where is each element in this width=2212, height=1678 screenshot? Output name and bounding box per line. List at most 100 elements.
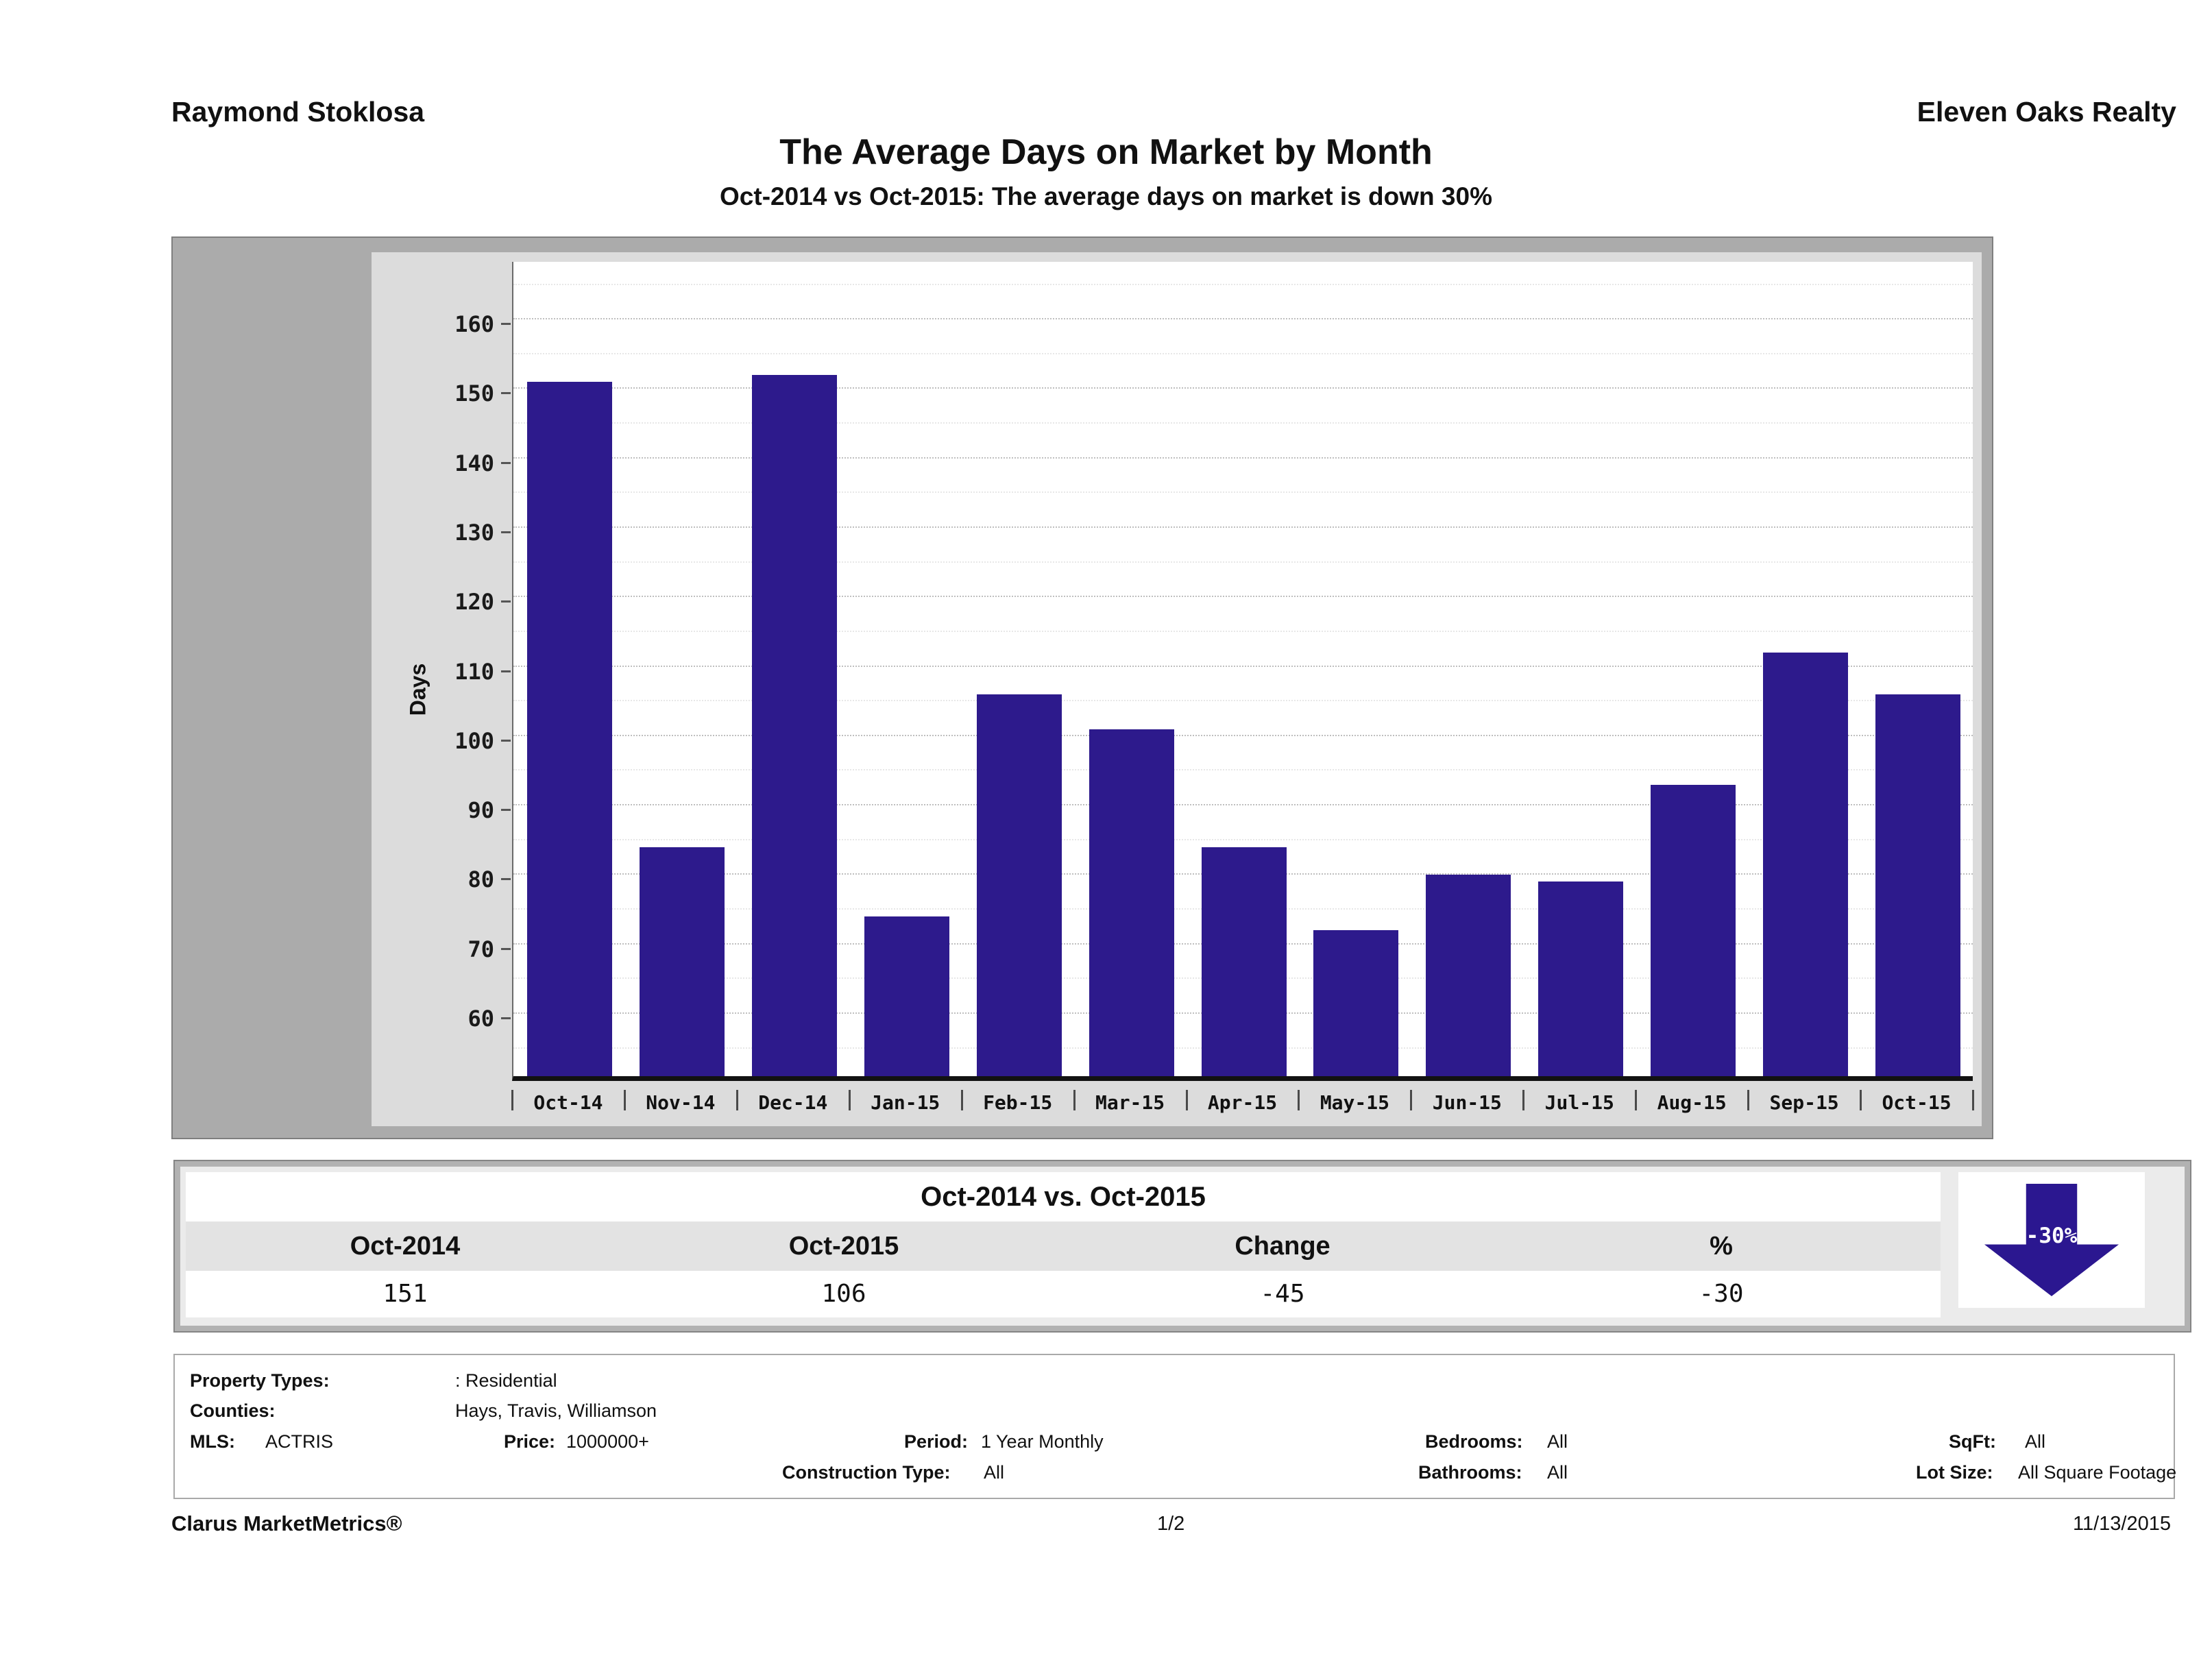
gridline-100 <box>513 734 1973 736</box>
report-subtitle: Oct-2014 vs Oct-2015: The average days o… <box>720 182 1492 210</box>
bar-nov-14 <box>639 847 725 1076</box>
x-tick-mark-10 <box>1635 1090 1638 1110</box>
x-tick-mark-3 <box>848 1090 851 1110</box>
y-tick-mark-90 <box>501 809 511 812</box>
bar-feb-15 <box>976 694 1062 1076</box>
bar-may-15 <box>1313 930 1399 1076</box>
mls-label: MLS: <box>190 1431 235 1452</box>
x-tick-mark-13 <box>1972 1090 1974 1110</box>
page-number: 1/2 <box>1157 1513 1185 1535</box>
bedrooms-value: All <box>1547 1431 1568 1452</box>
x-tick-mark-9 <box>1522 1090 1525 1110</box>
x-tick-mark-12 <box>1860 1090 1862 1110</box>
x-tick-label-oct-14: Oct-14 <box>533 1091 603 1114</box>
bar-dec-14 <box>751 375 837 1076</box>
bar-aug-15 <box>1651 784 1736 1076</box>
comparison-col-header-1: Oct-2015 <box>788 1232 899 1261</box>
comparison-col-value-1: 106 <box>821 1280 866 1308</box>
mls-value: ACTRIS <box>265 1431 334 1452</box>
x-tick-label-dec-14: Dec-14 <box>758 1091 828 1114</box>
y-tick-label-150: 150 <box>454 380 494 407</box>
gridline-150 <box>513 387 1973 389</box>
minor-gridline-95 <box>513 769 1973 771</box>
sqft-label: SqFt: <box>1949 1431 1996 1452</box>
trend-percent-label: -30% <box>2026 1224 2078 1248</box>
minor-gridline-115 <box>513 630 1973 632</box>
minor-gridline-165 <box>513 283 1973 285</box>
x-tick-label-apr-15: Apr-15 <box>1207 1091 1278 1114</box>
chart-panel: Days 60 70 80 90 100 110 120 130 140 150 160 Oct-1… <box>372 252 1982 1126</box>
price-value: 1000000+ <box>566 1431 649 1452</box>
x-tick-label-jun-15: Jun-15 <box>1432 1091 1502 1114</box>
y-tick-label-130: 130 <box>454 519 494 546</box>
brand-name: Clarus MarketMetrics® <box>171 1511 402 1535</box>
comparison-header-row: Oct-2014 Oct-2015 Change% <box>186 1221 1941 1271</box>
minor-gridline-145 <box>513 422 1973 424</box>
gridline-130 <box>513 526 1973 528</box>
y-tick-label-60: 60 <box>467 1005 494 1032</box>
bar-apr-15 <box>1201 847 1287 1076</box>
y-tick-mark-140 <box>501 461 511 464</box>
y-tick-mark-120 <box>501 600 511 603</box>
gridline-120 <box>513 596 1973 598</box>
x-tick-label-sep-15: Sep-15 <box>1769 1091 1839 1114</box>
x-tick-label-oct-15: Oct-15 <box>1882 1091 1952 1114</box>
y-tick-label-70: 70 <box>467 936 494 962</box>
y-tick-label-120: 120 <box>454 589 494 616</box>
criteria-box: Property Types: : Residential Counties: … <box>173 1354 2177 1499</box>
agent-name: Raymond Stoklosa <box>171 96 425 127</box>
lot-size-value: All Square Footage <box>2018 1462 2177 1483</box>
minor-gridline-105 <box>513 700 1973 702</box>
counties-value: Hays, Travis, Williamson <box>455 1400 657 1421</box>
bathrooms-value: All <box>1547 1462 1568 1483</box>
x-axis: Oct-14 Nov-14 Dec-14 Jan-15 Feb-15 Mar-15 Apr-… <box>511 1086 1974 1121</box>
x-tick-label-mar-15: Mar-15 <box>1095 1091 1165 1114</box>
y-tick-mark-110 <box>501 670 511 672</box>
property-types-value: : Residential <box>455 1370 557 1391</box>
bar-sep-15 <box>1763 653 1849 1076</box>
chart-container: Days 60 70 80 90 100 110 120 130 140 150 160 Oct-1… <box>171 236 1993 1139</box>
y-tick-label-160: 160 <box>454 311 494 338</box>
construction-type-value: All <box>984 1462 1005 1483</box>
y-tick-label-110: 110 <box>454 658 494 685</box>
bar-jan-15 <box>864 916 949 1076</box>
x-tick-mark-11 <box>1747 1090 1750 1110</box>
x-tick-mark-4 <box>960 1090 963 1110</box>
y-tick-mark-70 <box>501 947 511 950</box>
property-types-label: Property Types: <box>190 1370 330 1391</box>
bar-jun-15 <box>1426 875 1511 1076</box>
bar-jul-15 <box>1538 881 1624 1076</box>
plot-area <box>512 262 1973 1081</box>
report-date: 11/13/2015 <box>2073 1513 2171 1535</box>
x-tick-mark-8 <box>1410 1090 1413 1110</box>
comparison-title: Oct-2014 vs. Oct-2015 <box>186 1172 1941 1221</box>
x-tick-label-may-15: May-15 <box>1320 1091 1389 1114</box>
bar-oct-15 <box>1875 694 1961 1076</box>
y-tick-mark-100 <box>501 739 511 742</box>
gridline-160 <box>513 318 1973 320</box>
y-tick-label-80: 80 <box>467 866 494 893</box>
y-tick-mark-130 <box>501 531 511 533</box>
x-tick-mark-1 <box>623 1090 626 1110</box>
price-label: Price: <box>504 1431 556 1452</box>
comparison-col-value-3: -30 <box>1699 1280 1744 1308</box>
x-tick-label-nov-14: Nov-14 <box>646 1091 716 1114</box>
x-tick-mark-2 <box>736 1090 738 1110</box>
y-tick-mark-60 <box>501 1017 511 1019</box>
y-tick-mark-160 <box>501 323 511 326</box>
x-tick-label-aug-15: Aug-15 <box>1657 1091 1727 1114</box>
construction-type-label: Construction Type: <box>782 1462 951 1483</box>
x-tick-label-jul-15: Jul-15 <box>1544 1091 1614 1114</box>
bedrooms-label: Bedrooms: <box>1425 1431 1523 1452</box>
comparison-col-value-0: 151 <box>382 1280 428 1308</box>
x-tick-mark-5 <box>1073 1090 1075 1110</box>
report-title: The Average Days on Market by Month <box>779 132 1433 172</box>
period-value: 1 Year Monthly <box>981 1431 1104 1452</box>
company-name: Eleven Oaks Realty <box>1917 96 2176 127</box>
gridline-140 <box>513 457 1973 459</box>
comparison-col-value-2: -45 <box>1260 1280 1305 1308</box>
x-tick-label-feb-15: Feb-15 <box>983 1091 1053 1114</box>
minor-gridline-85 <box>513 838 1973 840</box>
lot-size-label: Lot Size: <box>1916 1462 1993 1483</box>
